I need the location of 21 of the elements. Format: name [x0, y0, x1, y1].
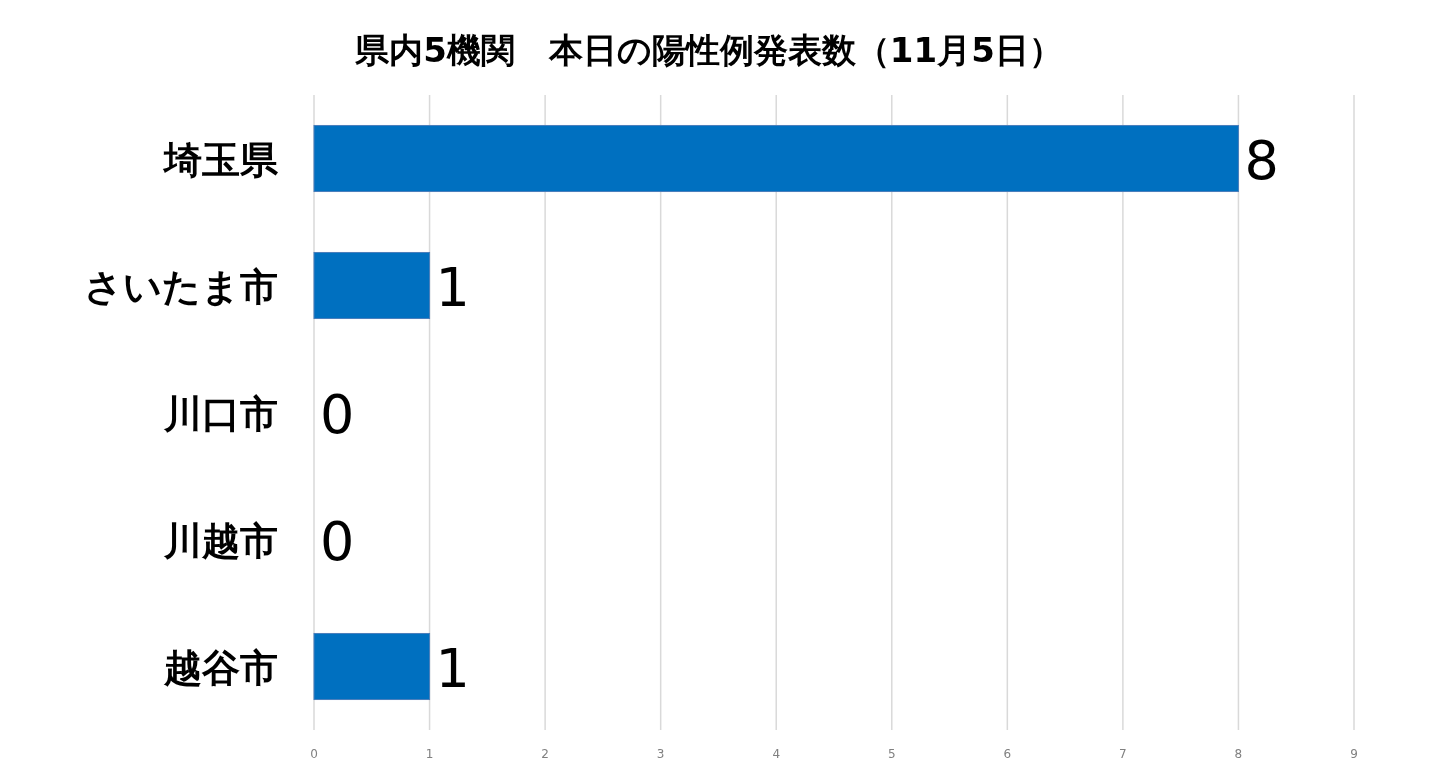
- y-tick-label: 川口市: [163, 391, 278, 436]
- x-tick-label: 3: [656, 747, 665, 761]
- x-tick-label: 6: [1003, 747, 1012, 761]
- y-tick-label: 越谷市: [163, 645, 278, 690]
- x-tick-label: 4: [772, 747, 781, 761]
- data-label: 1: [435, 636, 470, 700]
- data-label: 8: [1244, 128, 1279, 192]
- data-label: 1: [435, 255, 470, 319]
- y-tick-label: さいたま市: [84, 264, 278, 309]
- data-label: 0: [320, 509, 355, 573]
- y-tick-label: 川越市: [163, 518, 278, 563]
- x-tick-label: 1: [425, 747, 434, 761]
- y-tick-label: 埼玉県: [162, 137, 279, 182]
- data-label: 0: [320, 382, 355, 446]
- x-tick-label: 2: [541, 747, 549, 761]
- x-tick-label: 9: [1350, 747, 1358, 761]
- x-tick-label: 5: [887, 747, 896, 761]
- chart-title: 県内5機関 本日の陽性例発表数（11月5日）: [354, 30, 1063, 70]
- x-tick-label: 0: [310, 747, 318, 761]
- x-tick-label: 7: [1119, 747, 1127, 761]
- x-tick-label: 8: [1234, 747, 1243, 761]
